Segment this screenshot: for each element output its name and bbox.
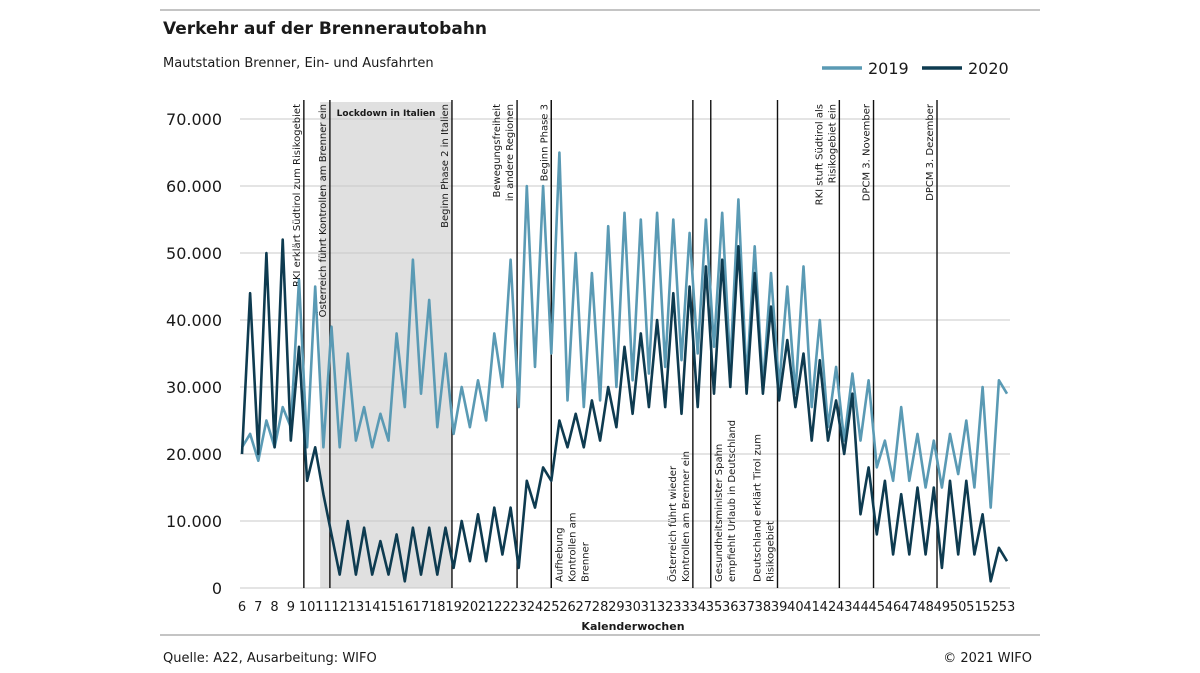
x-tick-label: 29 — [608, 600, 625, 615]
x-tick-label: 35 — [706, 600, 723, 615]
y-tick-label: 10.000 — [166, 512, 222, 531]
x-tick-label: 48 — [917, 600, 934, 615]
y-tick-label: 60.000 — [166, 177, 222, 196]
x-tick-label: 16 — [396, 600, 413, 615]
x-tick-label: 26 — [559, 600, 576, 615]
event-label: Risikogebiet ein — [827, 104, 838, 183]
x-tick-label: 13 — [348, 600, 365, 615]
x-tick-label: 11 — [315, 600, 332, 615]
x-tick-label: 51 — [966, 600, 983, 615]
copyright: © 2021 WIFO — [943, 651, 1032, 666]
x-tick-label: 34 — [689, 600, 706, 615]
x-tick-label: 38 — [755, 600, 772, 615]
x-tick-label: 49 — [934, 600, 951, 615]
lockdown-label: Lockdown in Italien — [337, 109, 436, 119]
event-label: RKI stuft Südtirol als — [814, 104, 825, 205]
event-label: Österreich führt Kontrollen am Brenner e… — [316, 104, 329, 317]
event-label: Brenner — [580, 541, 591, 582]
x-tick-label: 8 — [270, 600, 278, 615]
legend-label: 2019 — [868, 59, 909, 78]
x-tick-label: 25 — [543, 600, 560, 615]
chart-title: Verkehr auf der Brennerautobahn — [163, 19, 487, 39]
x-tick-label: 15 — [380, 600, 397, 615]
event-label: Gesundheitsminister Spahn — [714, 444, 725, 582]
y-tick-label: 30.000 — [166, 378, 222, 397]
event-label: Deutschland erklärt Tirol zum — [753, 434, 764, 582]
x-tick-label: 19 — [445, 600, 462, 615]
source: Quelle: A22, Ausarbeitung: WIFO — [163, 651, 377, 666]
x-tick-label: 40 — [787, 600, 804, 615]
legend-label: 2020 — [968, 59, 1009, 78]
x-tick-label: 21 — [478, 600, 495, 615]
x-tick-label: 52 — [982, 600, 999, 615]
event-label: Kontrollen am Brenner ein — [681, 451, 692, 582]
event-label: Aufhebung — [554, 527, 565, 582]
y-tick-label: 70.000 — [166, 110, 222, 129]
event-label: empfiehlt Urlaub in Deutschland — [727, 420, 738, 582]
x-tick-label: 23 — [510, 600, 527, 615]
x-tick-label: 37 — [738, 600, 755, 615]
y-tick-label: 0 — [212, 579, 222, 598]
x-tick-label: 24 — [527, 600, 544, 615]
event-label: DPCM 3. Dezember — [925, 103, 936, 201]
event-label: Bewegungsfreiheit — [492, 104, 503, 198]
lockdown-shade — [320, 102, 452, 588]
x-tick-label: 42 — [820, 600, 837, 615]
event-label: Beginn Phase 3 — [539, 104, 550, 181]
y-tick-label: 50.000 — [166, 244, 222, 263]
event-label: RKI erklärt Südtirol zum Risikogebiet — [292, 104, 303, 287]
x-tick-label: 7 — [254, 600, 262, 615]
x-tick-label: 17 — [413, 600, 430, 615]
x-tick-label: 10 — [299, 600, 316, 615]
x-tick-label: 28 — [592, 600, 609, 615]
x-tick-label: 12 — [331, 600, 348, 615]
event-label: Risikogebiet — [766, 521, 777, 582]
x-tick-label: 39 — [771, 600, 788, 615]
x-tick-label: 46 — [885, 600, 902, 615]
x-tick-label: 43 — [836, 600, 853, 615]
x-tick-label: 6 — [238, 600, 246, 615]
event-label: Österreich führt wieder — [666, 465, 679, 582]
y-tick-label: 20.000 — [166, 445, 222, 464]
x-tick-label: 36 — [722, 600, 739, 615]
x-axis-title: Kalenderwochen — [581, 620, 684, 633]
x-tick-label: 33 — [673, 600, 690, 615]
x-tick-label: 31 — [641, 600, 658, 615]
x-tick-label: 53 — [999, 600, 1016, 615]
x-tick-label: 47 — [901, 600, 918, 615]
x-tick-label: 50 — [950, 600, 967, 615]
event-label: DPCM 3. November — [862, 103, 873, 201]
event-label: in andere Regionen — [505, 104, 516, 201]
event-label: Beginn Phase 2 in Italien — [440, 104, 451, 228]
series-line — [240, 238, 1009, 583]
x-tick-label: 14 — [364, 600, 381, 615]
series-line — [240, 151, 1009, 509]
x-tick-label: 30 — [624, 600, 641, 615]
x-tick-label: 45 — [869, 600, 886, 615]
x-tick-label: 44 — [852, 600, 869, 615]
x-tick-label: 32 — [657, 600, 674, 615]
x-tick-label: 9 — [287, 600, 295, 615]
x-tick-label: 20 — [462, 600, 479, 615]
x-tick-label: 18 — [429, 600, 446, 615]
event-label: Kontrollen am — [567, 512, 578, 582]
y-tick-label: 40.000 — [166, 311, 222, 330]
x-tick-label: 22 — [494, 600, 511, 615]
x-tick-label: 27 — [576, 600, 593, 615]
x-tick-label: 41 — [803, 600, 820, 615]
chart-subtitle: Mautstation Brenner, Ein- und Ausfahrten — [163, 56, 434, 71]
